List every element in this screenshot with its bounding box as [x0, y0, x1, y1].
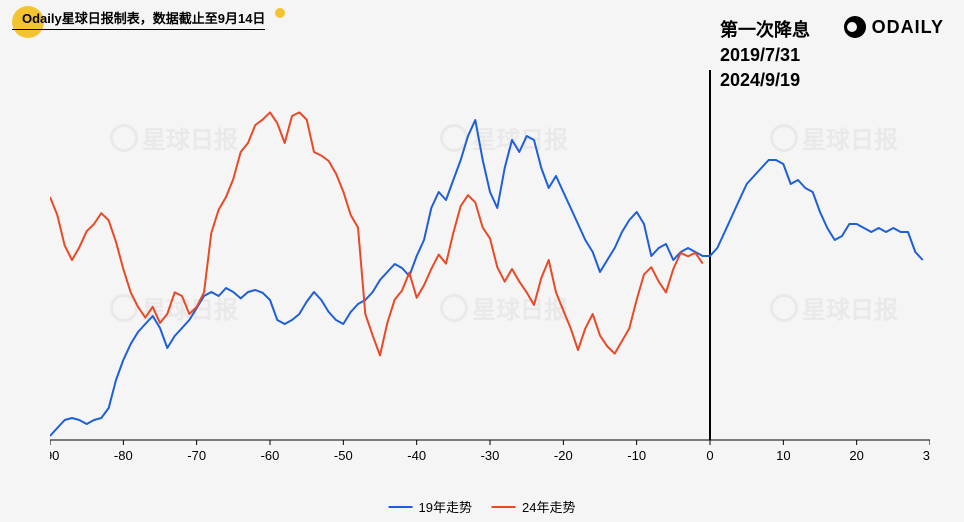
chart-header: Odaily星球日报制表，数据截止至9月14日 — [12, 8, 265, 30]
chart-svg: 5000600070008000900010000110001200013000… — [50, 70, 930, 470]
svg-text:-30: -30 — [481, 448, 500, 463]
svg-text:-50: -50 — [334, 448, 353, 463]
svg-text:-10: -10 — [627, 448, 646, 463]
svg-text:20: 20 — [849, 448, 863, 463]
svg-text:0: 0 — [706, 448, 713, 463]
svg-text:-70: -70 — [187, 448, 206, 463]
legend-label: 24年走势 — [522, 497, 575, 516]
svg-text:-90: -90 — [50, 448, 59, 463]
svg-text:10: 10 — [776, 448, 790, 463]
legend-label: 19年走势 — [419, 497, 472, 516]
legend-swatch — [492, 506, 516, 508]
line-chart: 5000600070008000900010000110001200013000… — [50, 70, 930, 470]
legend-item-2019: 19年走势 — [389, 497, 472, 516]
svg-text:-60: -60 — [261, 448, 280, 463]
event-title: 第一次降息 — [720, 18, 810, 43]
svg-text:-40: -40 — [407, 448, 426, 463]
event-date-1: 2019/7/31 — [720, 43, 810, 68]
legend-item-2024: 24年走势 — [492, 497, 575, 516]
brand-logo: ODAILY — [844, 16, 944, 38]
svg-text:30: 30 — [923, 448, 930, 463]
odaily-logo-text: ODAILY — [872, 17, 944, 38]
svg-text:-20: -20 — [554, 448, 573, 463]
odaily-logo-icon — [844, 16, 866, 38]
header-accent-dot — [275, 8, 285, 18]
chart-legend: 19年走势 24年走势 — [389, 497, 576, 516]
svg-text:-80: -80 — [114, 448, 133, 463]
legend-swatch — [389, 506, 413, 508]
header-title: Odaily星球日报制表，数据截止至9月14日 — [12, 8, 265, 30]
